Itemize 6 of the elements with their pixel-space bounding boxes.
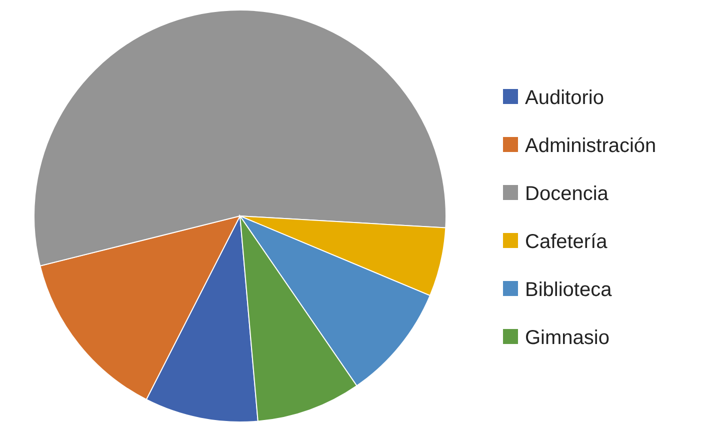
legend-label: Docencia	[525, 183, 610, 205]
legend-label: Cafetería	[525, 231, 608, 253]
legend-label: Administración	[525, 135, 656, 157]
legend-label: Gimnasio	[525, 327, 610, 349]
legend-label: Auditorio	[525, 87, 604, 109]
legend-label: Biblioteca	[525, 279, 613, 301]
